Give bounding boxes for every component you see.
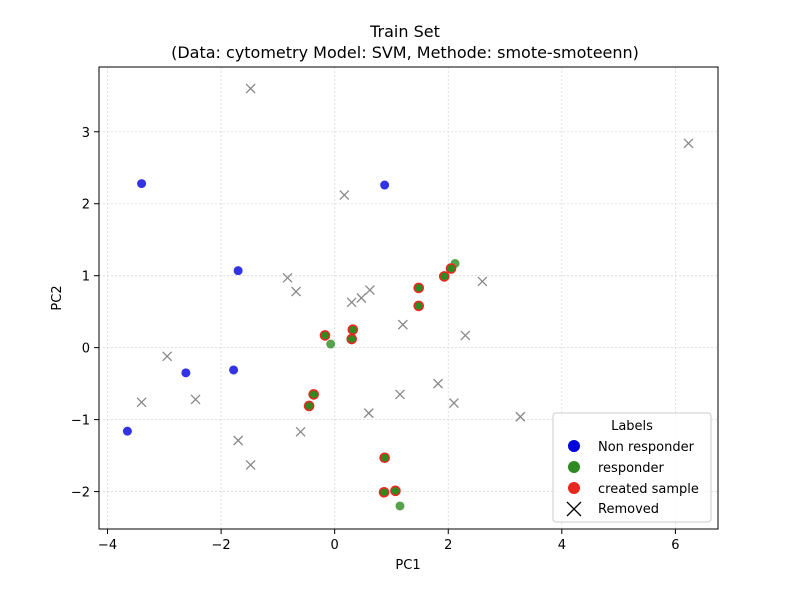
created-sample-point xyxy=(445,263,457,274)
removed-point xyxy=(339,190,350,201)
legend-marker-removed xyxy=(566,501,582,517)
created-sample-point xyxy=(413,300,425,312)
non-responder-point xyxy=(181,368,191,378)
removed-point xyxy=(433,378,443,389)
responder-point xyxy=(326,339,336,349)
non-responder-point xyxy=(229,365,239,375)
removed-point xyxy=(295,426,306,437)
axis-ticks: −4 −2 0 2 4 6 −2 −1 0 1 2 3 xyxy=(71,126,680,553)
removed-point xyxy=(363,408,374,419)
x-tick-label: 6 xyxy=(671,538,679,553)
removed-point xyxy=(245,83,256,94)
removed-point xyxy=(356,293,367,303)
x-tick-label: 2 xyxy=(444,538,452,553)
legend-label-removed: Removed xyxy=(598,502,659,517)
chart-title: Train Set xyxy=(369,22,440,41)
removed-point xyxy=(364,285,375,296)
legend-label-non-responder: Non responder xyxy=(598,440,695,455)
removed-point xyxy=(397,319,408,330)
non-responder-point xyxy=(122,426,132,436)
non-responder-point xyxy=(380,180,390,190)
chart-subtitle: (Data: cytometry Model: SVM, Methode: sm… xyxy=(171,43,639,62)
created-sample-point xyxy=(413,282,425,294)
x-tick-label: 4 xyxy=(558,538,566,553)
removed-point xyxy=(291,286,302,297)
created-sample-point xyxy=(347,324,359,335)
removed-point xyxy=(395,389,405,400)
legend-label-responder: responder xyxy=(598,461,665,476)
x-tick-label: 0 xyxy=(331,538,339,553)
created-sample-point xyxy=(390,485,401,497)
y-tick-label: 0 xyxy=(82,342,90,357)
removed-point xyxy=(477,276,488,287)
removed-point xyxy=(460,330,471,341)
y-tick-label: −1 xyxy=(71,414,90,429)
y-tick-label: −2 xyxy=(71,486,90,501)
legend-marker-non-responder xyxy=(568,440,580,452)
legend-marker-responder xyxy=(568,461,580,473)
legend-label-created-sample: created sample xyxy=(598,482,699,497)
y-tick-label: 2 xyxy=(82,198,90,213)
legend-box xyxy=(552,412,712,523)
created-sample-point xyxy=(438,271,450,282)
responder-point xyxy=(395,501,405,511)
created-sample-point xyxy=(378,486,390,498)
legend-title: Labels xyxy=(611,419,653,434)
removed-point xyxy=(233,435,244,446)
x-axis-label: PC1 xyxy=(395,558,420,573)
created-sample-point xyxy=(319,330,331,341)
removed-point xyxy=(245,459,256,470)
removed-point xyxy=(190,394,201,405)
non-responder-point xyxy=(137,179,147,189)
non-responder-point xyxy=(233,266,243,276)
legend: Labels Non responder responder created s… xyxy=(552,412,712,523)
removed-point xyxy=(346,297,357,308)
created-sample-point xyxy=(379,452,390,464)
created-sample-point xyxy=(303,400,315,412)
created-sample-point xyxy=(308,389,319,400)
removed-point xyxy=(448,398,459,409)
x-tick-label: −2 xyxy=(212,538,231,553)
data-points xyxy=(122,83,694,511)
removed-point xyxy=(683,138,694,149)
x-tick-label: −4 xyxy=(98,538,117,553)
created-sample-point xyxy=(346,333,358,345)
legend-marker-created-sample xyxy=(568,482,580,494)
y-tick-label: 3 xyxy=(82,126,90,141)
y-axis-label: PC2 xyxy=(50,285,65,310)
removed-point xyxy=(515,411,526,422)
removed-point xyxy=(136,397,147,408)
plot-area-frame xyxy=(98,66,719,530)
removed-point xyxy=(162,351,173,362)
y-tick-label: 1 xyxy=(82,270,90,285)
removed-point xyxy=(282,272,293,283)
